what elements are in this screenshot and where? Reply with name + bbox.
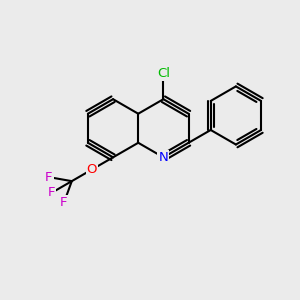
Text: F: F [60, 196, 68, 209]
Text: Cl: Cl [157, 67, 170, 80]
Text: F: F [48, 186, 56, 199]
Text: F: F [45, 171, 52, 184]
Text: N: N [158, 151, 168, 164]
Text: O: O [87, 163, 97, 176]
